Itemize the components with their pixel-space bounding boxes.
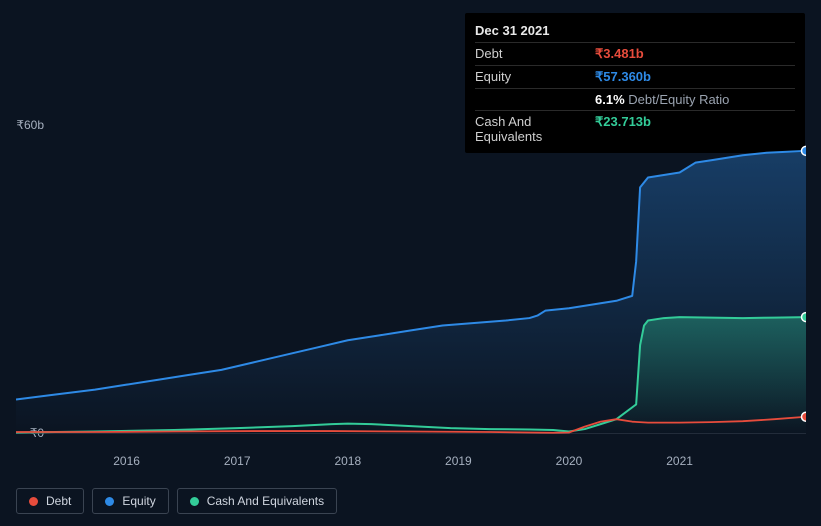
tooltip-value: ₹3.481b [595, 46, 644, 62]
tooltip-value: ₹57.360b [595, 69, 651, 85]
legend: Debt Equity Cash And Equivalents [16, 488, 337, 514]
tooltip-row: Equity₹57.360b [475, 65, 795, 88]
x-tick-label: 2017 [224, 454, 251, 468]
tooltip-label: Equity [475, 69, 595, 85]
debt-marker [802, 412, 807, 421]
debt-swatch-icon [29, 497, 38, 506]
chart-region: ₹60b ₹0 201620172018201920202021 [16, 125, 806, 470]
chart-plot [16, 138, 806, 434]
cash-swatch-icon [190, 497, 199, 506]
y-axis-max-label: ₹60b [16, 118, 44, 132]
x-axis: 2016 2017 2018 2019 2020 2021 [16, 450, 806, 470]
tooltip-label: Debt [475, 46, 595, 62]
tooltip-date: Dec 31 2021 [475, 19, 795, 42]
equity-marker [802, 146, 807, 155]
legend-label: Equity [122, 494, 155, 508]
legend-item-debt[interactable]: Debt [16, 488, 84, 514]
equity-swatch-icon [105, 497, 114, 506]
cash-marker [802, 313, 807, 322]
tooltip-row: 6.1% Debt/Equity Ratio [475, 88, 795, 110]
legend-label: Cash And Equivalents [207, 494, 324, 508]
x-tick-label: 2018 [334, 454, 361, 468]
legend-item-cash[interactable]: Cash And Equivalents [177, 488, 337, 514]
x-tick-label: 2019 [445, 454, 472, 468]
tooltip-row: Debt₹3.481b [475, 42, 795, 65]
x-tick-label: 2016 [113, 454, 140, 468]
tooltip-label [475, 92, 595, 107]
x-tick-label: 2020 [556, 454, 583, 468]
legend-item-equity[interactable]: Equity [92, 488, 168, 514]
legend-label: Debt [46, 494, 71, 508]
tooltip-value: 6.1% Debt/Equity Ratio [595, 92, 729, 107]
x-tick-label: 2021 [666, 454, 693, 468]
